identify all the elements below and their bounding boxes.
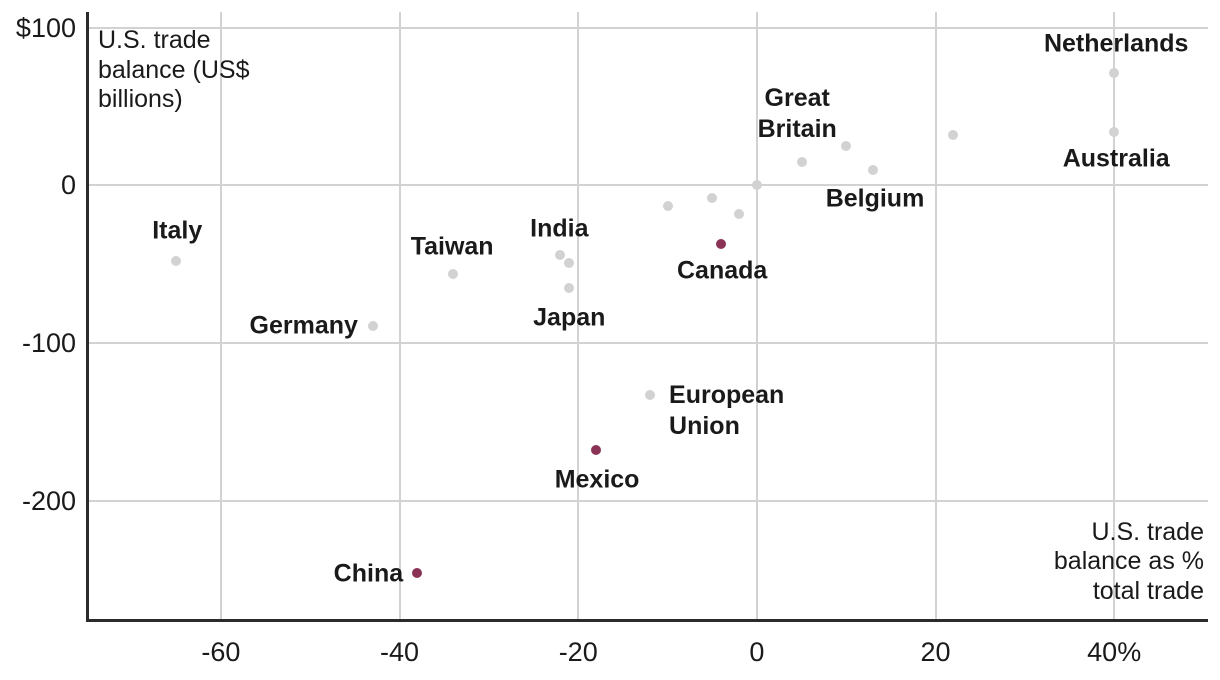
country-label-netherlands: Netherlands bbox=[1043, 29, 1189, 58]
country-label-china: China bbox=[333, 559, 404, 588]
point-unlabeled-7 bbox=[948, 129, 959, 140]
x-tick-label--20: -20 bbox=[558, 637, 598, 667]
y-axis-annotation: U.S. trade balance (US$ billions) bbox=[98, 26, 250, 113]
y-tick-label-0: 0 bbox=[60, 170, 76, 201]
country-labels-layer: Italy Germany Taiwan India Japan China Mexico E… bbox=[86, 12, 1208, 622]
y-axis-tick-labels: $100 0 -100 -200 bbox=[0, 0, 76, 680]
x-tick-label--60: -60 bbox=[201, 637, 241, 667]
point-great-britain bbox=[841, 140, 852, 151]
point-india bbox=[555, 249, 566, 260]
gridline-y--100 bbox=[86, 342, 1208, 344]
point-taiwan bbox=[448, 268, 459, 279]
country-label-italy: Italy bbox=[152, 216, 203, 245]
x-axis-line bbox=[86, 619, 1208, 622]
gridline-x--60 bbox=[219, 12, 222, 622]
points-layer bbox=[86, 12, 1208, 622]
gridline-x-20 bbox=[934, 12, 937, 622]
y-axis-line bbox=[86, 12, 89, 622]
point-belgium bbox=[868, 164, 878, 175]
point-unlabeled-1 bbox=[564, 257, 575, 268]
country-label-great-britain: Great Britain bbox=[757, 83, 837, 143]
x-tick-label--40: -40 bbox=[380, 637, 420, 667]
country-label-australia: Australia bbox=[1062, 144, 1170, 173]
point-australia bbox=[1109, 126, 1120, 137]
point-unlabeled-3 bbox=[707, 192, 718, 203]
country-label-mexico: Mexico bbox=[554, 465, 640, 494]
y-tick-label--200: -200 bbox=[21, 485, 76, 516]
x-axis-annotation: U.S. trade balance as % total trade bbox=[1053, 517, 1204, 605]
point-japan bbox=[564, 282, 575, 293]
point-netherlands bbox=[1109, 68, 1120, 79]
country-label-canada: Canada bbox=[676, 256, 768, 285]
x-tick-label-0: 0 bbox=[749, 637, 765, 667]
gridline-y-0 bbox=[86, 184, 1208, 187]
point-unlabeled-4 bbox=[734, 208, 744, 219]
country-label-japan: Japan bbox=[533, 303, 606, 332]
point-european-union bbox=[644, 390, 655, 401]
country-label-india: India bbox=[530, 214, 589, 243]
point-germany bbox=[367, 320, 378, 331]
point-italy bbox=[171, 256, 182, 267]
point-china bbox=[412, 568, 423, 579]
gridline-x-0 bbox=[755, 12, 758, 622]
plot-area: Italy Germany Taiwan India Japan China Mexico E… bbox=[86, 12, 1208, 622]
country-label-taiwan: Taiwan bbox=[410, 232, 494, 261]
country-label-belgium: Belgium bbox=[825, 184, 925, 213]
country-label-european-union: European Union bbox=[669, 381, 785, 441]
gridline-x--20 bbox=[577, 12, 580, 622]
country-label-germany: Germany bbox=[249, 311, 358, 340]
point-unlabeled-5 bbox=[751, 180, 762, 191]
x-tick-label-40: 40% bbox=[1087, 637, 1142, 667]
y-tick-label--100: -100 bbox=[21, 328, 76, 358]
gridline-x--40 bbox=[398, 12, 401, 622]
x-tick-label-20: 20 bbox=[920, 637, 951, 667]
gridlines bbox=[86, 12, 1208, 622]
x-axis-tick-labels: -60 -40 -20 0 20 40% bbox=[86, 636, 1208, 676]
point-mexico bbox=[591, 445, 602, 456]
point-unlabeled-2 bbox=[662, 200, 673, 211]
point-unlabeled-6 bbox=[796, 156, 807, 167]
point-canada bbox=[716, 238, 727, 249]
gridline-y--200 bbox=[86, 499, 1208, 502]
gridline-x-40 bbox=[1113, 12, 1116, 622]
y-tick-label-100: $100 bbox=[15, 12, 76, 43]
gridline-y-100 bbox=[86, 26, 1208, 29]
